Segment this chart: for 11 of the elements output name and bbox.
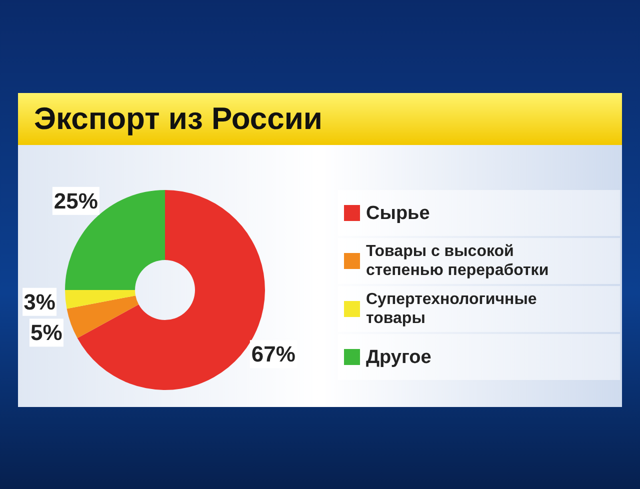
legend-label: Товары с высокой степенью переработки — [365, 242, 550, 281]
legend-label: Супертехнологичные товары — [365, 290, 538, 329]
data-label: 25% — [54, 188, 98, 214]
chart-title: Экспорт из России — [34, 101, 322, 137]
data-label: 67% — [251, 342, 296, 367]
legend-label: Сырье — [365, 202, 430, 226]
legend-label: Другое — [365, 346, 432, 370]
donut-slice — [66, 296, 139, 338]
data-label: 5% — [30, 320, 62, 346]
donut-slice — [65, 290, 136, 309]
data-label: 3% — [24, 289, 56, 314]
